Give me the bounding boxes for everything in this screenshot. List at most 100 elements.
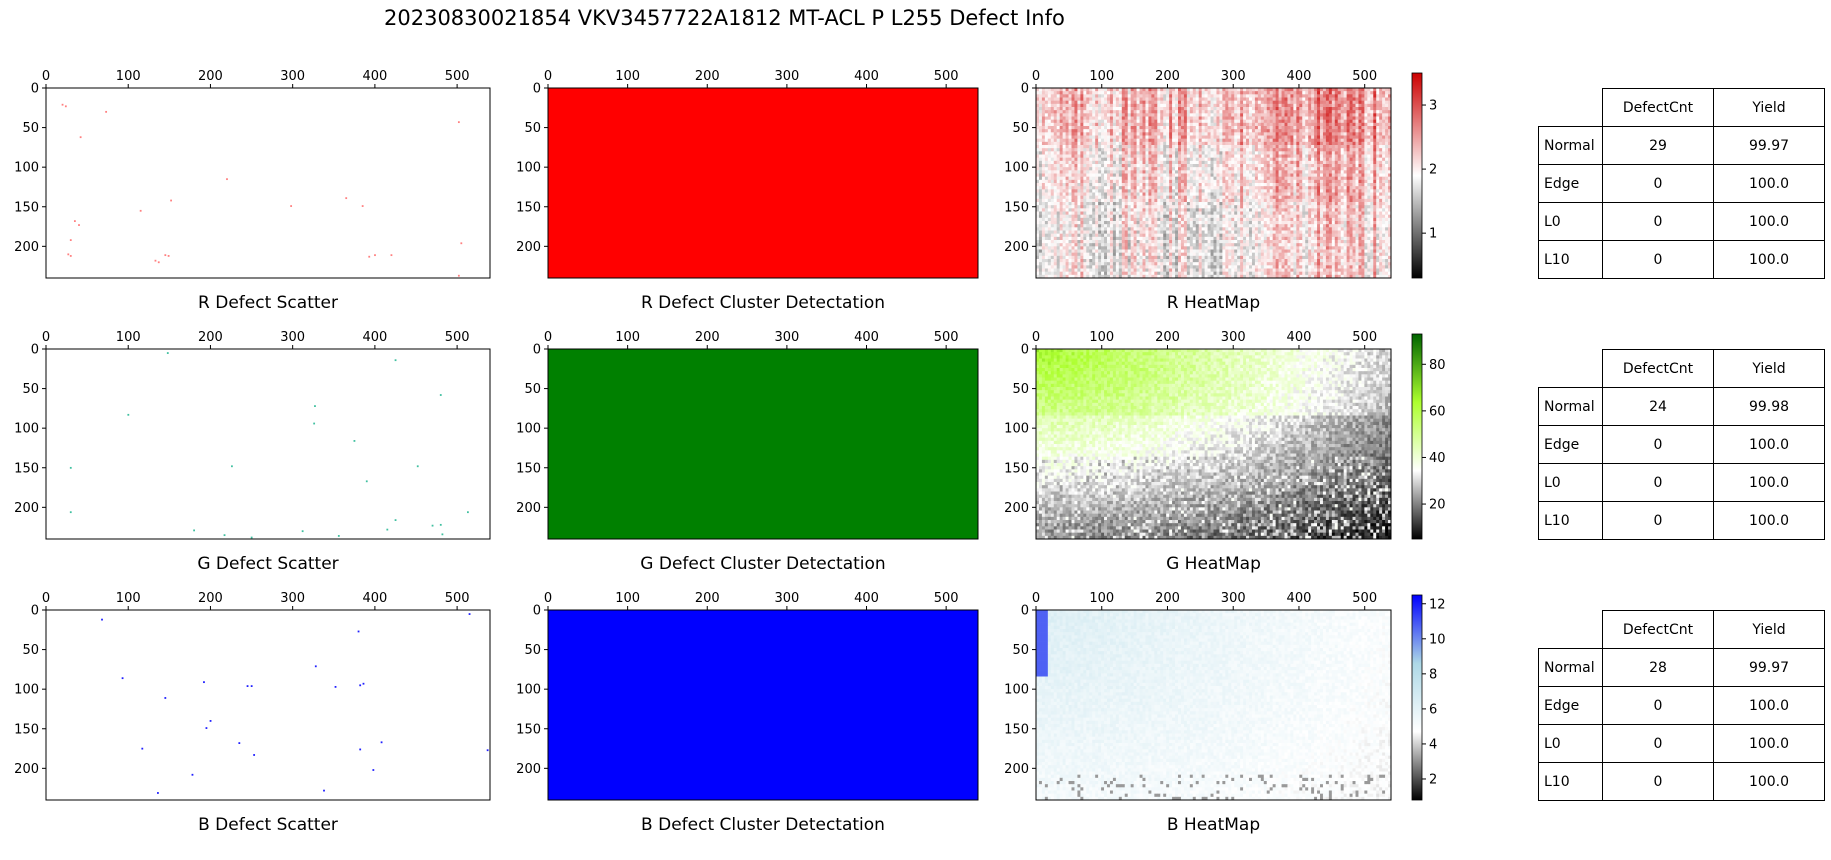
defect-point (168, 255, 170, 257)
y-tick-label: 100 (1004, 683, 1029, 698)
defect-point (381, 741, 383, 743)
x-tick-label: 300 (1221, 330, 1246, 345)
x-tick-label: 0 (544, 330, 552, 345)
colorbar-tick-label: 1 (1429, 227, 1437, 242)
y-tick-label: 50 (22, 643, 39, 658)
cell-yield: 100.0 (1714, 165, 1825, 203)
y-tick-label: 150 (1004, 200, 1029, 215)
cell-defectcnt: 0 (1603, 203, 1714, 241)
defect-point (440, 524, 442, 526)
cell-defectcnt: 0 (1603, 502, 1714, 540)
row-label: Edge (1539, 687, 1603, 725)
x-tick-label: 400 (362, 69, 387, 84)
x-tick-label: 100 (116, 330, 141, 345)
row-label: Normal (1539, 127, 1603, 165)
y-tick-label: 50 (524, 121, 541, 136)
plot-area (46, 610, 490, 800)
defect-point (122, 677, 124, 679)
row-label: Normal (1539, 388, 1603, 426)
colorbar-tick-label: 2 (1429, 772, 1437, 787)
defect-point (290, 205, 292, 207)
defect-point (251, 537, 253, 539)
x-tick-label: 0 (42, 330, 50, 345)
row-label: L10 (1539, 763, 1603, 801)
colorbar-tick-label: 10 (1429, 632, 1446, 647)
defect-point (192, 774, 194, 776)
defect-point (155, 260, 157, 262)
defect-point (440, 394, 442, 396)
x-tick-label: 200 (1155, 69, 1180, 84)
x-tick-label: 500 (445, 330, 470, 345)
y-tick-label: 0 (533, 82, 541, 97)
column-header: DefectCnt (1603, 611, 1714, 649)
defect-point (315, 665, 317, 667)
defect-point (170, 200, 172, 202)
colorbar-tick-label: 6 (1429, 702, 1437, 717)
x-tick-label: 400 (1287, 69, 1312, 84)
y-tick-label: 150 (14, 461, 39, 476)
defect-point (141, 748, 143, 750)
colorbar-tick-label: 3 (1429, 99, 1437, 114)
y-tick-label: 200 (1004, 240, 1029, 255)
y-tick-label: 50 (1012, 643, 1029, 658)
cell-yield: 100.0 (1714, 763, 1825, 801)
cell-yield: 99.98 (1714, 388, 1825, 426)
x-tick-label: 400 (1287, 330, 1312, 345)
cell-defectcnt: 28 (1603, 649, 1714, 687)
x-tick-label: 0 (1032, 591, 1040, 606)
defect-point (193, 529, 195, 531)
plot-area (46, 88, 490, 278)
plot-area (46, 349, 490, 539)
defect-point (362, 205, 364, 207)
heatmap-cells (1036, 349, 1391, 539)
y-tick-label: 0 (1021, 82, 1029, 97)
y-tick-label: 0 (533, 604, 541, 619)
defect-point (238, 742, 240, 744)
panel-caption: R Defect Cluster Detectation (641, 293, 885, 313)
colorbar-tick-label: 12 (1429, 597, 1446, 612)
y-tick-label: 50 (524, 643, 541, 658)
colorbar (1412, 595, 1422, 800)
x-tick-label: 200 (1155, 591, 1180, 606)
x-tick-label: 100 (116, 591, 141, 606)
x-tick-label: 500 (445, 591, 470, 606)
defect-point (395, 359, 397, 361)
x-tick-label: 300 (280, 330, 305, 345)
y-tick-label: 100 (14, 161, 39, 176)
row-label: Edge (1539, 165, 1603, 203)
y-tick-label: 100 (516, 422, 541, 437)
cell-yield: 100.0 (1714, 464, 1825, 502)
cluster-map (548, 349, 978, 539)
defect-point (366, 480, 368, 482)
y-tick-label: 200 (14, 240, 39, 255)
colorbar-tick-label: 40 (1429, 451, 1446, 466)
defect-point (354, 440, 356, 442)
x-tick-label: 0 (1032, 69, 1040, 84)
y-tick-label: 50 (1012, 121, 1029, 136)
defect-point (231, 465, 233, 467)
panel-caption: G Defect Scatter (197, 554, 338, 574)
x-tick-label: 400 (854, 591, 879, 606)
y-tick-label: 50 (524, 382, 541, 397)
x-tick-label: 200 (198, 69, 223, 84)
defect-point (70, 239, 72, 241)
x-tick-label: 200 (695, 330, 720, 345)
x-tick-label: 200 (198, 591, 223, 606)
y-tick-label: 200 (516, 501, 541, 516)
panel-caption: B HeatMap (1167, 815, 1260, 835)
defect-point (359, 749, 361, 751)
y-tick-label: 0 (533, 343, 541, 358)
defect-point (358, 631, 360, 633)
cell-yield: 99.97 (1714, 127, 1825, 165)
colorbar-tick-label: 60 (1429, 404, 1446, 419)
cell-defectcnt: 29 (1603, 127, 1714, 165)
defect-point (469, 613, 471, 615)
